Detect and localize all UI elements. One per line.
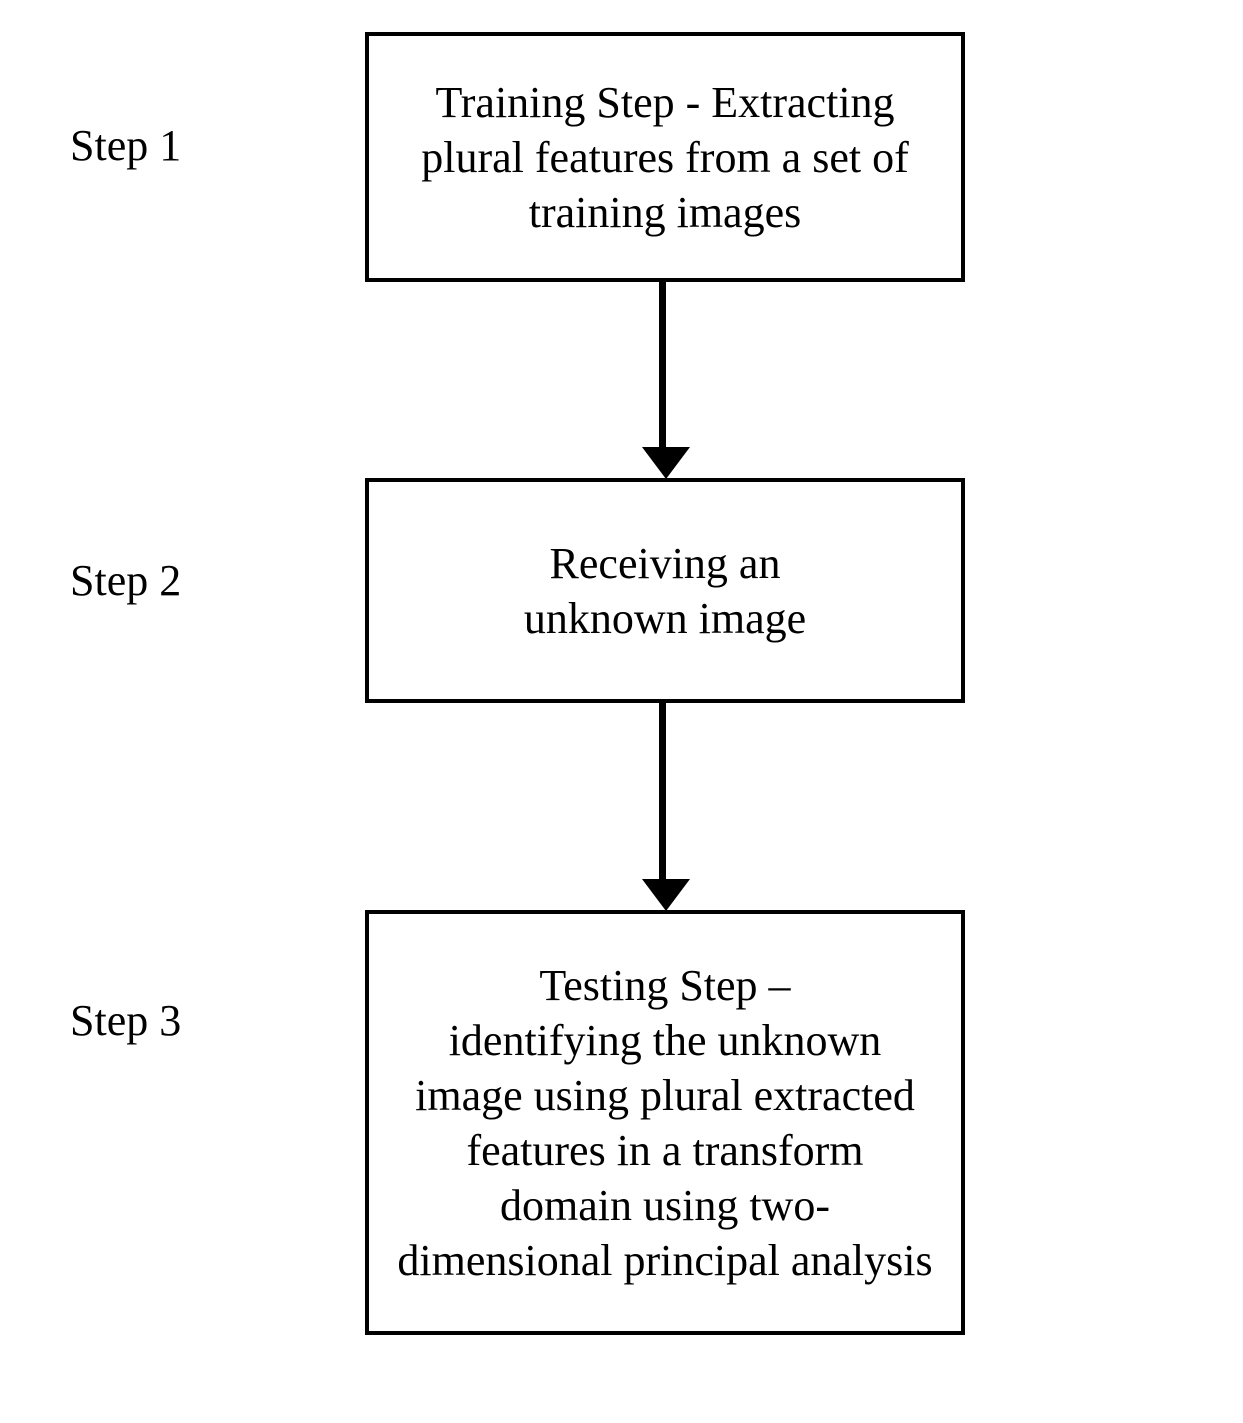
step-1-line-1: Training Step - Extracting bbox=[435, 78, 894, 127]
step-3-box: Testing Step – identifying the unknown i… bbox=[365, 910, 965, 1335]
step-3-line-6: dimensional principal analysis bbox=[397, 1236, 932, 1285]
step-3-line-3: image using plural extracted bbox=[415, 1071, 915, 1120]
step-1-label: Step 1 bbox=[70, 120, 181, 171]
step-1-line-2: plural features from a set of bbox=[421, 133, 908, 182]
flowchart-canvas: Step 1 Training Step - Extracting plural… bbox=[0, 0, 1243, 1423]
step-1-line-3: training images bbox=[529, 188, 802, 237]
step-2-label: Step 2 bbox=[70, 555, 181, 606]
arrow-1-line bbox=[659, 282, 666, 447]
step-3-label: Step 3 bbox=[70, 995, 181, 1046]
step-3-line-4: features in a transform bbox=[466, 1126, 863, 1175]
step-2-line-2: unknown image bbox=[524, 594, 806, 643]
step-3-line-5: domain using two- bbox=[500, 1181, 830, 1230]
step-3-line-1: Testing Step – bbox=[539, 961, 790, 1010]
step-1-box: Training Step - Extracting plural featur… bbox=[365, 32, 965, 282]
step-3-line-2: identifying the unknown bbox=[449, 1016, 882, 1065]
arrow-1-head bbox=[642, 447, 690, 479]
step-1-text: Training Step - Extracting plural featur… bbox=[409, 75, 920, 240]
arrow-2-line bbox=[659, 703, 666, 879]
step-3-text: Testing Step – identifying the unknown i… bbox=[385, 958, 944, 1288]
arrow-2-head bbox=[642, 879, 690, 911]
step-2-text: Receiving an unknown image bbox=[512, 536, 818, 646]
step-2-box: Receiving an unknown image bbox=[365, 478, 965, 703]
step-2-line-1: Receiving an bbox=[550, 539, 781, 588]
